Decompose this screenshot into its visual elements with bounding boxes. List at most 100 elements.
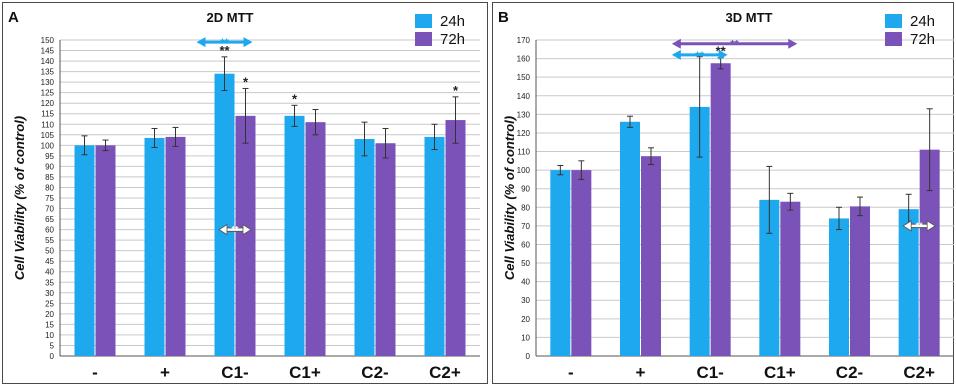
panel-a-significance-marker: * [453,83,459,98]
panel-b-error-bar [696,56,703,158]
panel-a-ytick-label: 45 [45,257,54,266]
panel-b-bar-24h-- [550,170,571,356]
panel-b-inner-arrow-head-right [926,220,936,232]
panel-b-category-label: C1+ [764,363,796,382]
panel-b-category-label: - [568,363,574,382]
panel-b-error-bar [648,147,654,166]
panel-a-bar-72h-C1+ [305,122,326,356]
panel-b-error-bar [787,192,794,211]
panel-a-error-bar [382,127,389,159]
panel-a-ytick-label: 115 [41,110,54,119]
panel-a-ytick-label: 150 [41,36,55,45]
panel-b-category-label: C1- [696,363,723,382]
panel-a-ytick-label: 35 [45,278,54,287]
panel-a-error-bar [151,127,158,148]
panel-b-bar-72h-+ [641,156,661,356]
panel-b-bar-72h-C1- [710,63,731,357]
panel-b-ytick-label: 130 [517,110,531,119]
panel-a-significance-marker: * [292,91,298,106]
panel-a-error-bar [102,139,109,152]
panel-a-comparison-arrow-head-left [196,37,206,48]
panel-a-ytick-label: 15 [45,320,54,329]
panel-a-ytick-label: 60 [45,226,54,235]
panel-a-bar-24h-- [74,145,95,356]
panel-b-inner-arrow-head-left [902,220,912,232]
panel-b-comparison-arrow-label: ** [730,39,739,51]
panel-a-ytick-label: 5 [50,341,55,350]
panel-b-title: 3D MTT [726,10,773,25]
panel-b-legend-swatch-24h [885,14,902,28]
panel-a-ytick-label: 100 [41,141,55,150]
panel-b-legend-swatch-72h [885,32,902,46]
panel-a-legend-label-24h: 24h [440,13,465,30]
panel-a-category-label: C1+ [289,363,321,382]
panel-b-bar-24h-C1- [689,106,710,356]
panel-a-category-label: C2+ [429,363,461,382]
panel-a-ytick-label: 20 [45,310,54,319]
panel-b-ytick-label: 60 [521,240,530,249]
panel-b-error-bar [836,206,842,231]
panel-a-error-bar [172,126,179,147]
panel-a-ytick-label: 70 [45,205,54,214]
panel-a-legend-label-72h: 72h [440,31,465,48]
panel-a-bar-72h-- [95,145,116,356]
panel-a-ytick-label: 30 [45,289,54,298]
panel-b-ytick-label: 110 [517,148,530,157]
panel-b-ytick-label: 20 [521,315,530,324]
panel-b-ytick-label: 40 [521,278,530,287]
panel-a-ytick-label: 120 [41,99,55,108]
panel-b-error-bar [766,165,773,234]
panel-b-comparison-arrow-label: ** [695,50,704,62]
panel-b-ytick-label: 100 [517,166,531,175]
panel-b-bar-72h-C1+ [780,201,801,356]
panel-b-ytick-label: 120 [517,129,531,138]
panel-a-inner-arrow-label: ** [231,225,239,235]
panel-b-bar-24h-C1+ [759,199,780,356]
panel-a-ytick-label: 145 [41,47,55,56]
panel-b-comparison-arrow [671,38,798,49]
panel-b-ylabel: Cell Viability (% of control) [502,116,517,280]
panel-b-category-label: C2- [836,363,863,382]
panel-a-category-label: C2- [361,363,388,382]
panel-b-error-bar [578,160,585,180]
panel-a-bar-24h-C1+ [284,115,305,356]
panel-a-ytick-label: 80 [45,183,54,192]
panel-a-bar-72h-+ [165,136,186,356]
panel-b-comparison-arrow-head-left [671,49,681,60]
panel-a-ytick-label: 125 [41,89,55,98]
panel-a-bar-24h-C1- [214,73,235,356]
panel-b-bar-72h-- [571,170,592,356]
panel-b-ytick-label: 30 [521,296,530,305]
panel-b-ytick-label: 80 [521,203,530,212]
panel-a-comparison-arrow-head-right [243,37,253,48]
panel-a-significance-marker: ** [219,43,230,58]
panel-a-ytick-label: 10 [45,331,54,340]
panel-a-category-label: + [160,363,170,382]
panel-b-ytick-label: 90 [521,185,530,194]
panel-b-bar-72h-C2+ [919,149,940,356]
panel-a-error-bar [221,56,228,92]
panel-b-error-bar [857,196,863,217]
panel-b-error-bar [557,164,564,176]
panel-b-ytick-label: 70 [521,222,530,231]
panel-a-legend-swatch-24h [415,14,432,28]
panel-a-inner-arrow-head-right [242,223,252,236]
panel-b-ytick-label: 170 [517,36,531,45]
panel-b-significance-marker: ** [716,44,727,59]
panel-a-ytick-label: 140 [41,57,55,66]
panel-a-ytick-label: 65 [45,215,54,224]
panel-a-title: 2D MTT [207,10,254,25]
panel-b-legend-label-24h: 24h [910,13,935,30]
panel-b-category-label: C2+ [903,363,935,382]
panel-b-inner-arrow-label: ** [916,221,924,231]
panel-b-bar-24h-C2+ [898,209,919,356]
panel-a-ytick-label: 75 [45,194,54,203]
panel-a-error-bar [242,87,249,144]
panel-a-ytick-label: 110 [41,120,54,129]
panel-a-ytick-label: 50 [45,247,54,256]
panel-a-comparison-arrow-label: ** [220,37,229,49]
panel-b-bar-24h-+ [620,121,640,356]
panel-b-comparison-arrow-head-right [788,38,798,49]
